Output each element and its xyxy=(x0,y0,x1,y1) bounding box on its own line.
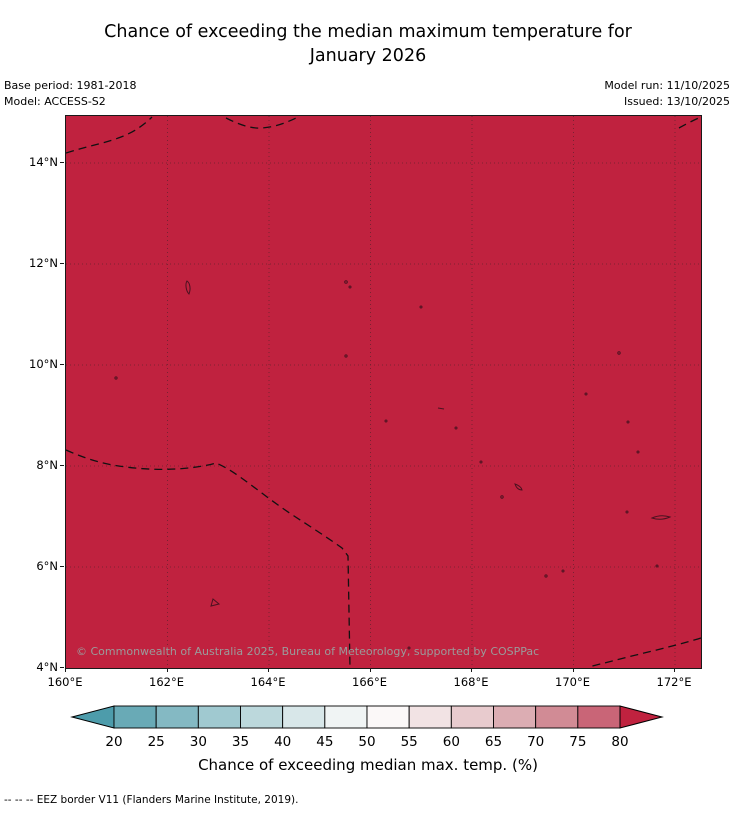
page-title: Chance of exceeding the median maximum t… xyxy=(0,20,736,68)
colorbar-segment xyxy=(282,705,326,729)
x-axis-tick-label: 164°E xyxy=(250,675,286,689)
x-axis-tick-mark xyxy=(268,668,269,672)
y-axis-tick-mark xyxy=(60,667,64,668)
colorbar-tick-label: 50 xyxy=(358,734,376,750)
colorbar-left-arrow xyxy=(70,705,115,729)
x-axis-tick-label: 160°E xyxy=(47,675,83,689)
x-axis-tick-mark xyxy=(65,668,66,672)
islands xyxy=(114,280,672,650)
model-run-text: Model run: 11/10/2025 xyxy=(604,79,730,92)
x-axis-tick-mark xyxy=(471,668,472,672)
y-axis-tick-label: 10°N xyxy=(29,357,58,371)
colorbar-segment xyxy=(366,705,410,729)
colorbar-tick-label: 55 xyxy=(400,734,418,750)
colorbar-segment xyxy=(535,705,579,729)
x-axis-tick-mark xyxy=(369,668,371,672)
eez-note: -- -- -- EEZ border V11 (Flanders Marine… xyxy=(4,794,299,806)
map-field xyxy=(66,116,701,668)
map-canvas xyxy=(66,116,701,668)
colorbar-segment xyxy=(155,705,199,729)
y-axis-tick-label: 6°N xyxy=(36,559,58,573)
x-axis-tick-label: 166°E xyxy=(352,675,387,689)
y-axis-tick-label: 12°N xyxy=(29,256,58,270)
colorbar-tick-label: 70 xyxy=(527,734,545,750)
y-axis-tick-mark xyxy=(60,465,64,466)
colorbar-segment xyxy=(408,705,452,729)
colorbar-segment xyxy=(493,705,537,729)
colorbar-canvas xyxy=(70,705,664,729)
x-axis-tick-mark xyxy=(572,668,574,672)
y-axis-tick-mark xyxy=(60,364,64,365)
y-axis-tick-label: 8°N xyxy=(36,458,58,472)
x-axis-tick-label: 172°E xyxy=(656,675,692,689)
title-line-1: Chance of exceeding the median maximum t… xyxy=(104,22,632,42)
colorbar-segment xyxy=(450,705,494,729)
y-axis-tick-label: 14°N xyxy=(29,155,58,169)
colorbar-tick-label: 60 xyxy=(442,734,460,750)
model-text: Model: ACCESS-S2 xyxy=(4,95,106,108)
copyright-text: © Commonwealth of Australia 2025, Bureau… xyxy=(76,645,540,658)
colorbar-segment xyxy=(324,705,368,729)
colorbar-tick-label: 80 xyxy=(611,734,629,750)
x-axis-tick-label: 170°E xyxy=(555,675,590,689)
map-frame: © Commonwealth of Australia 2025, Bureau… xyxy=(65,115,702,669)
colorbar-tick-label: 40 xyxy=(274,734,292,750)
eez-border-lines xyxy=(66,116,701,668)
colorbar-tick-label: 35 xyxy=(231,734,250,750)
colorbar-tick-label: 45 xyxy=(316,734,334,750)
colorbar-tick-label: 65 xyxy=(484,734,503,750)
y-axis-tick-mark xyxy=(60,162,64,163)
colorbar-segment xyxy=(197,705,241,729)
colorbar-segment xyxy=(113,705,157,729)
metadata-left: Base period: 1981-2018 Model: ACCESS-S2 xyxy=(4,78,136,110)
x-axis-tick-mark xyxy=(166,668,168,672)
colorbar-right-arrow xyxy=(619,705,664,729)
colorbar-tick-label: 20 xyxy=(105,734,123,750)
y-axis-tick-mark xyxy=(60,263,64,264)
colorbar-tick-label: 25 xyxy=(147,734,165,750)
y-axis-tick-label: 4°N xyxy=(36,660,58,674)
colorbar xyxy=(70,705,664,729)
base-period-text: Base period: 1981-2018 xyxy=(4,79,137,92)
colorbar-tick-label: 75 xyxy=(569,734,587,750)
metadata-right: Model run: 11/10/2025 Issued: 13/10/2025 xyxy=(604,78,730,110)
x-axis-tick-label: 162°E xyxy=(149,675,184,689)
y-axis-tick-mark xyxy=(60,566,64,567)
x-axis-tick-label: 168°E xyxy=(453,675,489,689)
colorbar-segment xyxy=(577,705,621,729)
x-axis-tick-mark xyxy=(674,668,675,672)
issued-text: Issued: 13/10/2025 xyxy=(623,95,730,108)
colorbar-label: Chance of exceeding median max. temp. (%… xyxy=(198,756,538,774)
colorbar-tick-label: 30 xyxy=(189,734,207,750)
map-gridlines xyxy=(66,116,701,668)
colorbar-segment xyxy=(240,705,284,729)
title-line-2: January 2026 xyxy=(309,46,427,66)
